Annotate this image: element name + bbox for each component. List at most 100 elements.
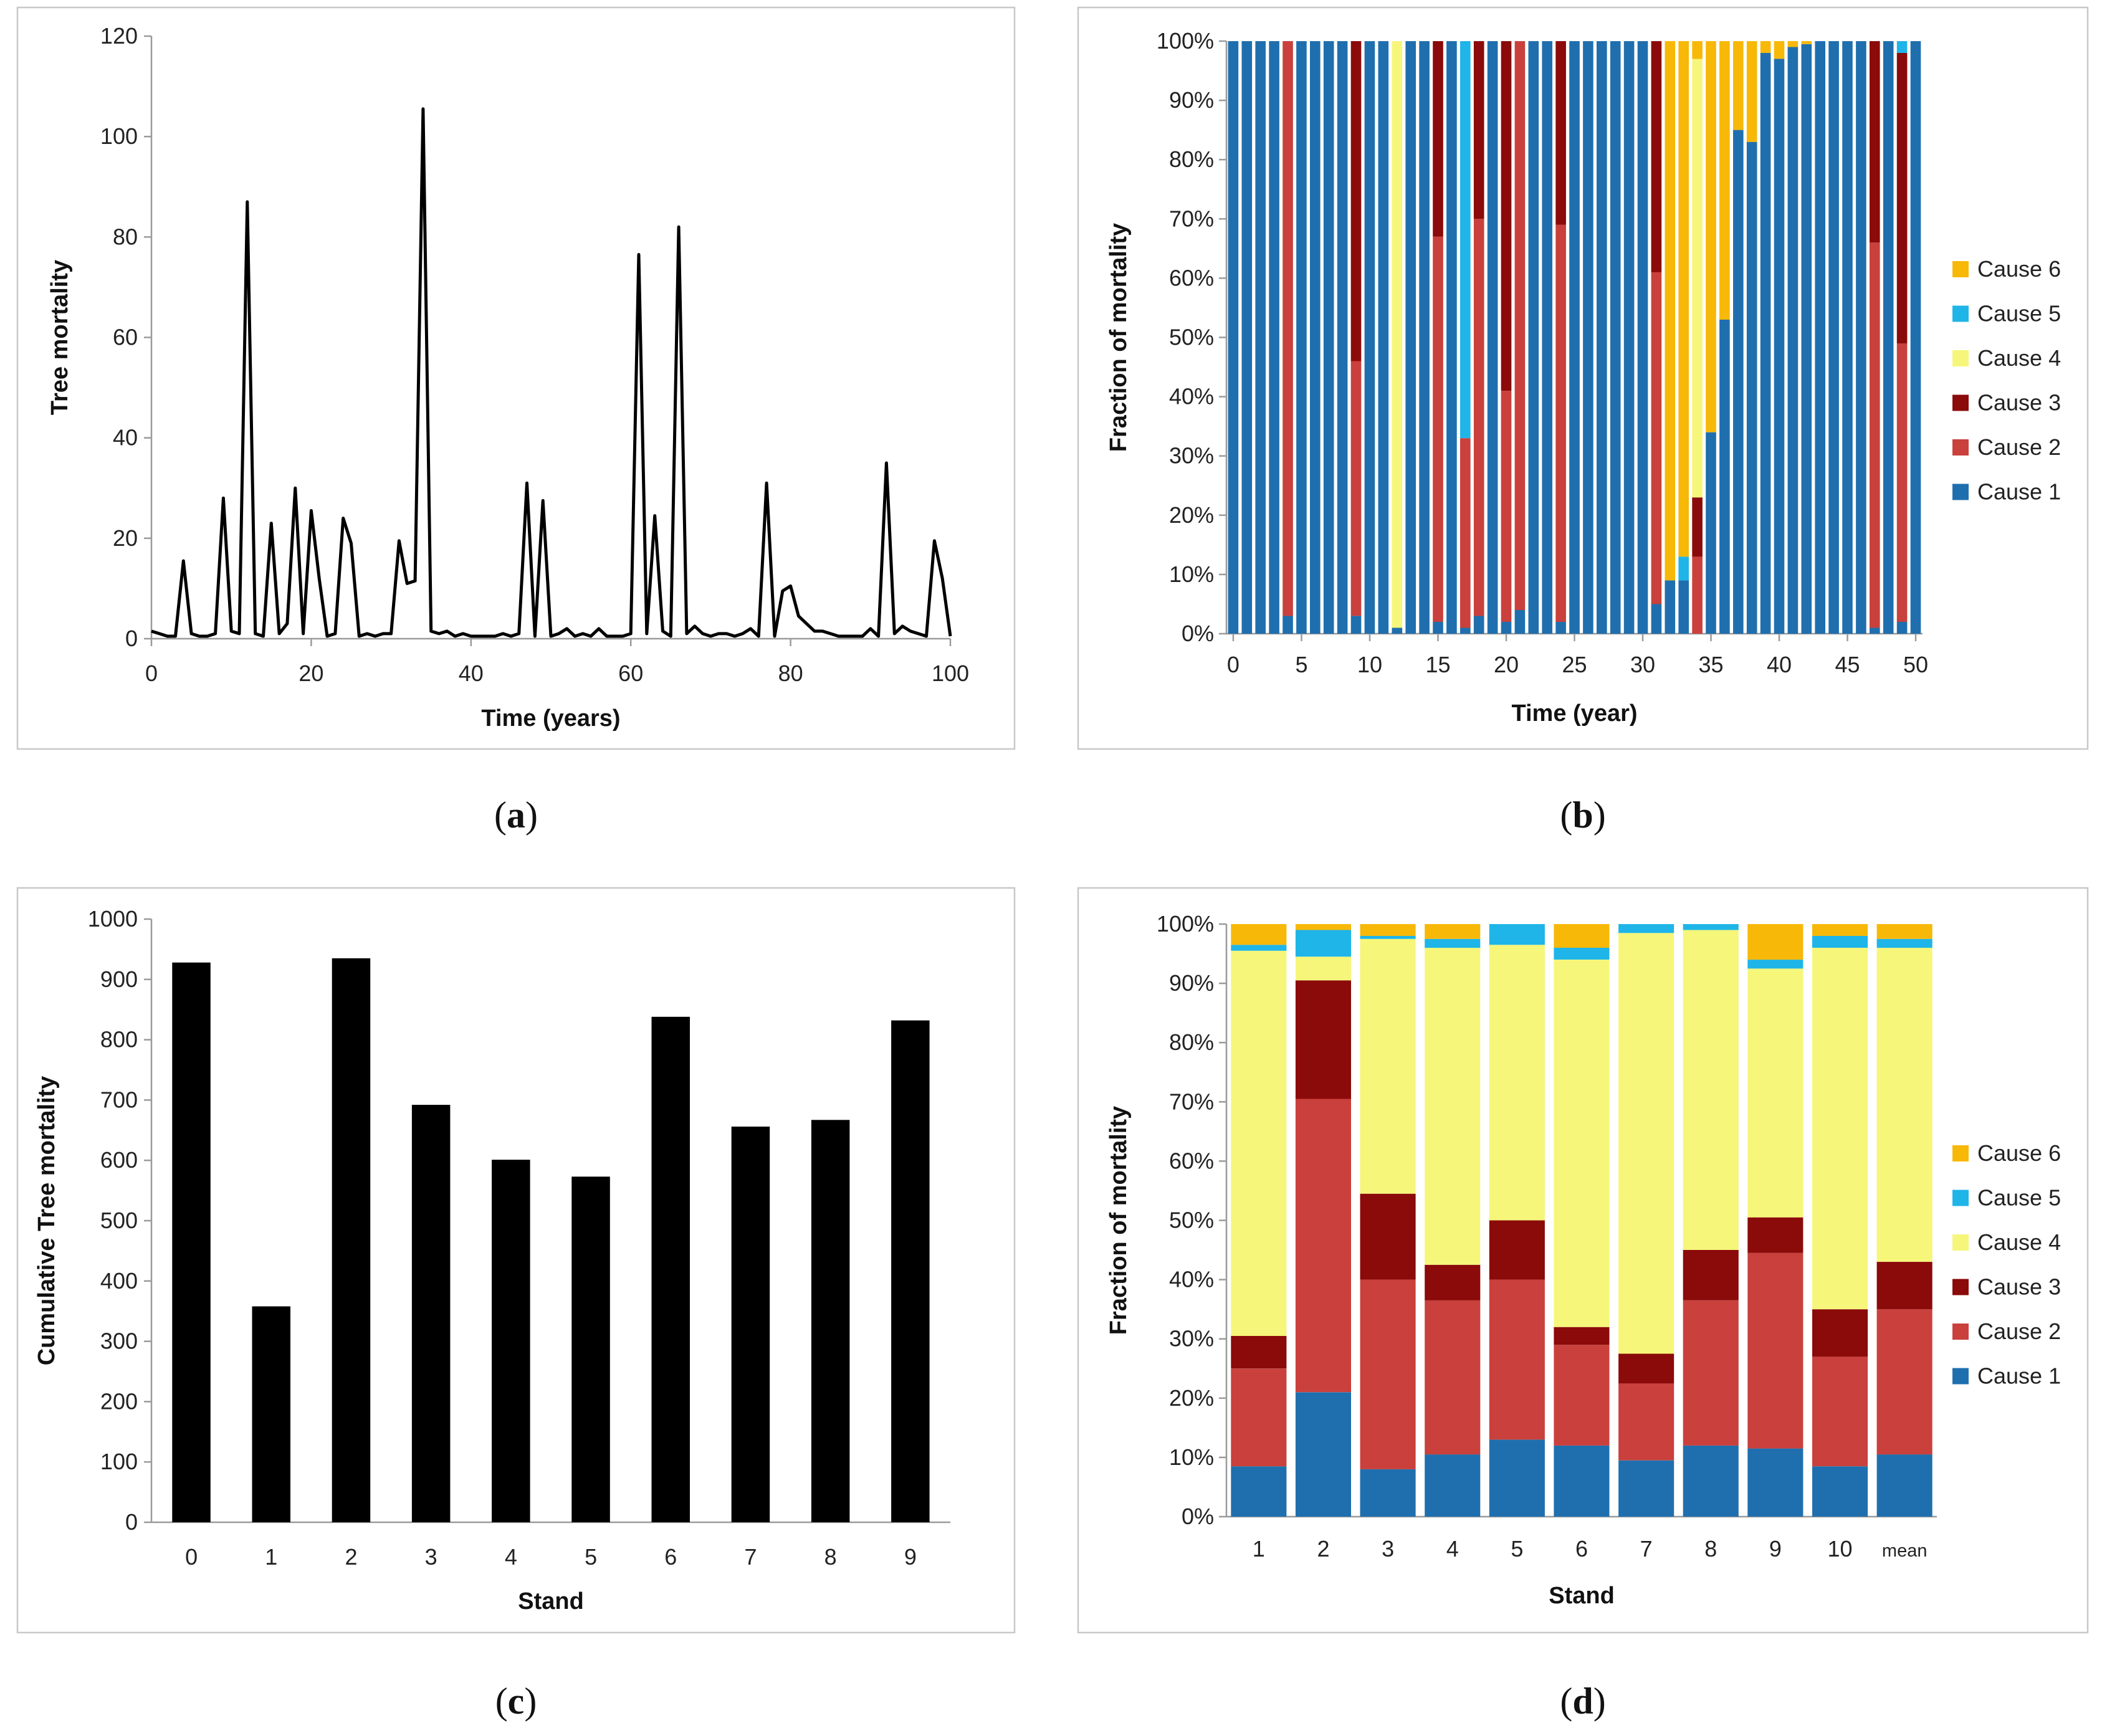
bar-segment — [1706, 432, 1716, 634]
bar-segment — [1733, 130, 1744, 634]
x-tick-label: 6 — [1575, 1536, 1588, 1562]
bar-segment — [1896, 343, 1908, 622]
bar-segment — [1719, 320, 1730, 634]
y-tick-label: 60% — [1169, 1148, 1214, 1173]
bar-segment — [1896, 622, 1908, 634]
y-tick-label: 0 — [125, 1509, 138, 1535]
bar-segment — [1618, 1353, 1674, 1384]
x-tick-label: 7 — [744, 1544, 757, 1570]
bar-segment — [1692, 41, 1703, 59]
bar-segment — [1295, 956, 1351, 981]
x-tick-label: 3 — [1382, 1536, 1394, 1562]
legend-swatch — [1952, 484, 1969, 500]
bar-segment — [1360, 1469, 1416, 1517]
bar-segment — [1876, 1454, 1932, 1517]
legend-swatch — [1952, 350, 1969, 366]
y-tick-label: 80% — [1169, 1029, 1214, 1055]
x-tick-label: 8 — [1704, 1536, 1717, 1562]
bar-segment — [1896, 53, 1908, 343]
bar-segment — [1489, 1220, 1545, 1280]
bar-segment — [1787, 47, 1799, 634]
bar — [492, 1160, 530, 1522]
bar-segment — [1692, 497, 1703, 557]
bar-segment — [1473, 616, 1484, 634]
y-tick-label: 20% — [1169, 502, 1214, 528]
x-tick-label: 25 — [1562, 652, 1587, 677]
y-tick-label: 600 — [100, 1147, 138, 1173]
bar-segment — [1801, 41, 1812, 44]
y-tick-label: 30% — [1169, 443, 1214, 469]
legend-swatch — [1952, 394, 1969, 411]
bar-segment — [1489, 924, 1545, 945]
legend-swatch — [1952, 1234, 1969, 1251]
bar-segment — [1425, 924, 1481, 939]
legend-swatch — [1952, 1145, 1969, 1161]
bar-segment — [1360, 1279, 1416, 1469]
bar-segment — [1555, 622, 1566, 634]
bar — [571, 1176, 610, 1522]
x-tick-label: 30 — [1630, 652, 1655, 677]
y-axis-title: Cumulative Tree mortality — [34, 1076, 60, 1366]
bar-segment — [1774, 41, 1785, 59]
bar-segment — [1583, 41, 1593, 634]
bar-segment — [1555, 224, 1566, 622]
x-tick-label: 45 — [1835, 652, 1860, 677]
bar-segment — [1295, 924, 1351, 930]
bar-segment — [1683, 930, 1739, 1250]
y-tick-label: 100% — [1157, 28, 1214, 54]
legend-label: Cause 4 — [1977, 1229, 2061, 1255]
y-tick-label: 0 — [125, 626, 138, 651]
y-tick-label: 800 — [100, 1027, 138, 1052]
bar-segment — [1812, 936, 1868, 948]
bar-segment — [1489, 1439, 1545, 1517]
bar-segment — [1747, 1217, 1803, 1253]
bar-segment — [1746, 41, 1757, 142]
bar-segment — [1295, 1392, 1351, 1517]
bar-segment — [1876, 1262, 1932, 1310]
x-tick-label: 4 — [505, 1544, 517, 1570]
x-tick-label: 10 — [1357, 652, 1382, 677]
bar-segment — [1812, 1309, 1868, 1357]
x-tick-label: 100 — [932, 661, 969, 686]
x-tick-label: 10 — [1828, 1536, 1853, 1562]
bar-segment — [1678, 580, 1689, 634]
bar-segment — [1514, 610, 1526, 634]
bar-segment — [1231, 1466, 1287, 1517]
x-axis-title: Time (year) — [1511, 700, 1637, 727]
legend-swatch — [1952, 1368, 1969, 1385]
bar-segment — [1842, 41, 1853, 634]
y-tick-label: 80% — [1169, 146, 1214, 172]
y-tick-label: 90% — [1169, 87, 1214, 113]
bar-segment — [1569, 41, 1580, 634]
legend-swatch — [1952, 1279, 1969, 1295]
bar-segment — [1446, 41, 1457, 634]
panel-label-c: (c) — [495, 1681, 537, 1722]
legend-label: Cause 3 — [1977, 1274, 2061, 1300]
bar-segment — [1487, 41, 1498, 634]
bar-segment — [1665, 41, 1676, 581]
x-tick-label: 0 — [1227, 652, 1240, 677]
bar-segment — [1774, 59, 1785, 634]
legend-label: Cause 5 — [1977, 1185, 2061, 1211]
y-tick-label: 0% — [1182, 1504, 1214, 1529]
bar-segment — [1283, 616, 1293, 634]
bar-segment — [1719, 41, 1730, 320]
bar — [731, 1127, 770, 1522]
y-tick-label: 100 — [100, 123, 138, 149]
bar-segment — [1241, 41, 1253, 634]
bar-segment — [1295, 1099, 1351, 1393]
bar-segment — [1228, 41, 1239, 634]
bar-segment — [1473, 41, 1484, 219]
x-tick-label: 0 — [145, 661, 158, 686]
panel-label-d: (d) — [1560, 1681, 1605, 1722]
legend-swatch — [1952, 439, 1969, 455]
bar-segment — [1231, 1368, 1287, 1467]
bar-segment — [1618, 1460, 1674, 1517]
bar-segment — [1231, 945, 1287, 951]
legend-swatch — [1952, 261, 1969, 277]
bar-segment — [1876, 1309, 1932, 1455]
bar-segment — [1692, 556, 1703, 634]
x-tick-label: 40 — [1767, 652, 1792, 677]
bar-segment — [1360, 938, 1416, 1194]
